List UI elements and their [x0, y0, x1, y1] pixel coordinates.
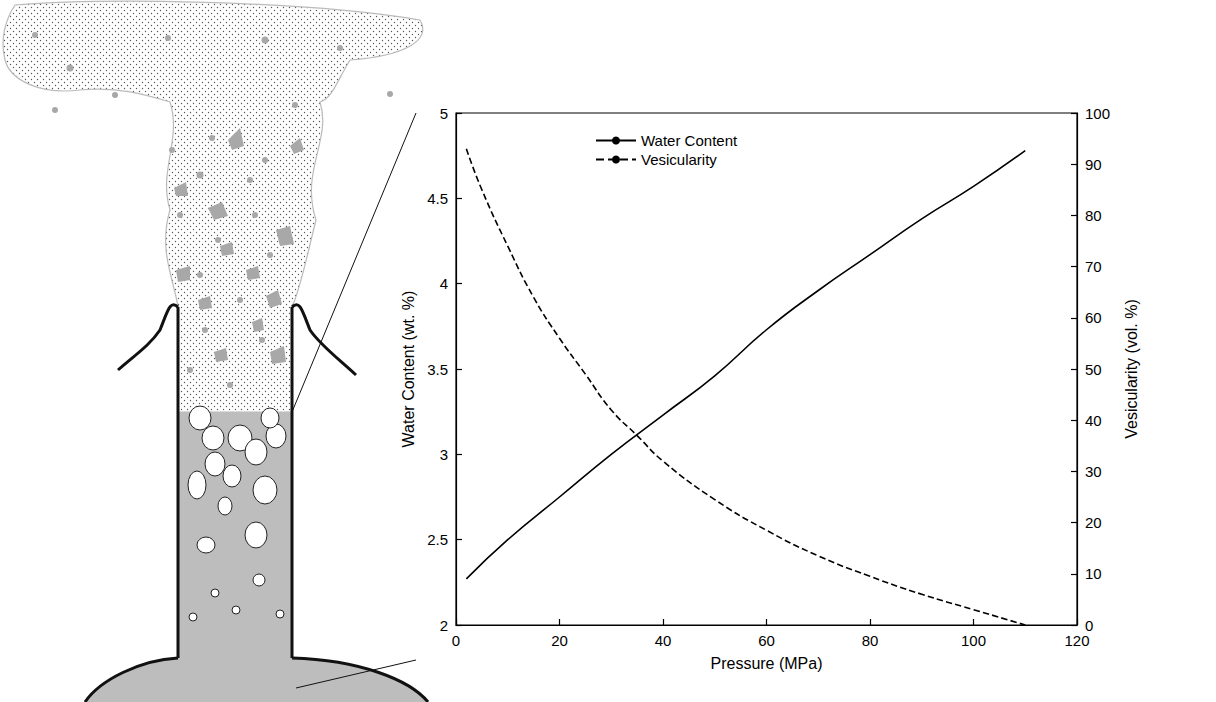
svg-text:60: 60: [1085, 309, 1102, 326]
svg-text:3.5: 3.5: [427, 361, 448, 378]
svg-text:Water Content (wt. %): Water Content (wt. %): [400, 291, 417, 448]
svg-text:70: 70: [1085, 258, 1102, 275]
svg-text:2: 2: [440, 617, 448, 634]
svg-text:120: 120: [1064, 632, 1089, 649]
svg-text:2.5: 2.5: [427, 531, 448, 548]
svg-text:Water Content: Water Content: [641, 132, 738, 149]
svg-text:30: 30: [1085, 463, 1102, 480]
svg-text:20: 20: [551, 632, 568, 649]
svg-text:80: 80: [1085, 207, 1102, 224]
svg-text:80: 80: [862, 632, 879, 649]
svg-text:0: 0: [1085, 617, 1093, 634]
svg-text:90: 90: [1085, 156, 1102, 173]
svg-text:0: 0: [452, 632, 460, 649]
svg-text:4.5: 4.5: [427, 190, 448, 207]
svg-text:10: 10: [1085, 565, 1102, 582]
svg-text:100: 100: [1085, 105, 1110, 122]
svg-text:3: 3: [440, 446, 448, 463]
svg-text:40: 40: [655, 632, 672, 649]
svg-text:4: 4: [440, 275, 448, 292]
svg-text:60: 60: [758, 632, 775, 649]
svg-text:Vesicularity: Vesicularity: [641, 151, 717, 168]
svg-text:50: 50: [1085, 361, 1102, 378]
svg-text:20: 20: [1085, 514, 1102, 531]
svg-text:Pressure (MPa): Pressure (MPa): [710, 655, 822, 672]
svg-text:5: 5: [440, 105, 448, 122]
svg-text:Vesicularity (vol. %): Vesicularity (vol. %): [1123, 299, 1140, 439]
svg-text:100: 100: [961, 632, 986, 649]
svg-text:40: 40: [1085, 412, 1102, 429]
